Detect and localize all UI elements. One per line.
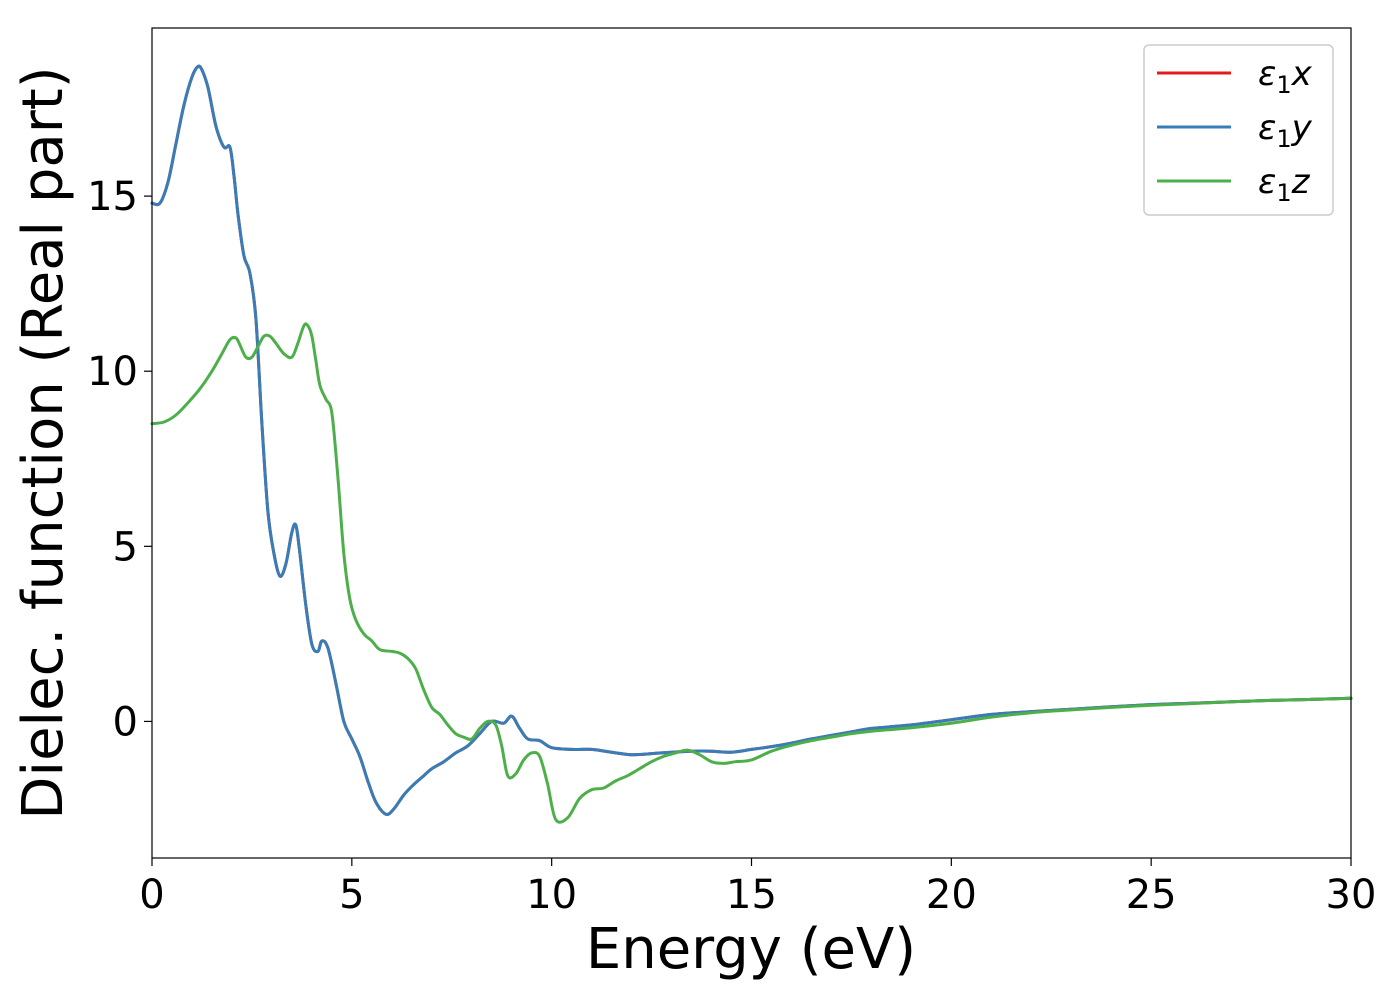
- x-tick-label: 20: [926, 872, 977, 918]
- y-axis: 0 5 10 15: [87, 174, 152, 745]
- x-tick-label: 0: [139, 872, 164, 918]
- legend-frame: [1143, 44, 1334, 216]
- x-axis: 0 5 10 15 20 25 30: [139, 858, 1376, 918]
- x-tick-label: 25: [1126, 872, 1177, 918]
- x-tick-label: 15: [726, 872, 777, 918]
- y-tick-label: 0: [113, 699, 138, 745]
- legend-label: ε1y: [1258, 108, 1313, 153]
- series-layer: [150, 64, 1353, 824]
- x-tick-label: 30: [1326, 872, 1377, 918]
- legend-label: ε1z: [1258, 162, 1311, 207]
- y-tick-label: 5: [113, 524, 138, 570]
- legend-label: ε1x: [1258, 54, 1313, 99]
- y-tick-label: 10: [87, 349, 138, 395]
- x-axis-title: Energy (eV): [586, 917, 916, 982]
- legend: ε1x ε1y ε1z: [1143, 44, 1334, 216]
- series-line-3: [150, 322, 1353, 824]
- x-tick-label: 10: [526, 872, 577, 918]
- x-tick-label: 5: [339, 872, 364, 918]
- y-axis-title: Dielec. function (Real part): [11, 66, 76, 819]
- series-line-2: [150, 64, 1353, 816]
- y-tick-label: 15: [87, 174, 138, 220]
